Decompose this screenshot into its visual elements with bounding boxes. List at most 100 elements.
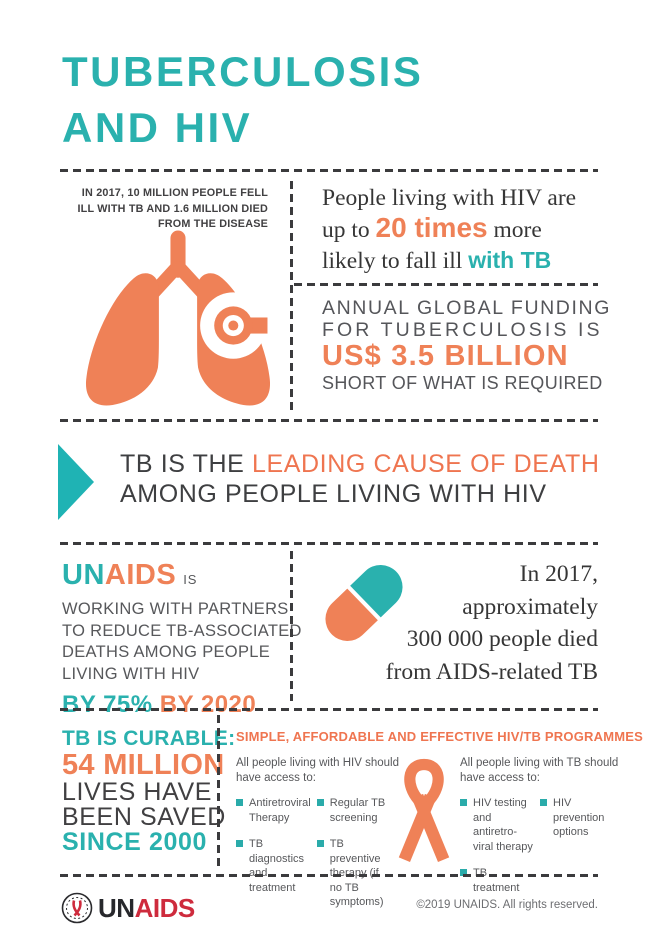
deaths-line: 300 000 people died bbox=[406, 626, 598, 652]
item-label: TB treatment bbox=[473, 867, 520, 894]
list-item: Regular TB screening bbox=[316, 796, 388, 825]
dashed-divider bbox=[290, 181, 293, 413]
brand-un: UN bbox=[62, 559, 105, 591]
funding-statement: ANNUAL GLOBAL FUNDING FOR TUBERCULOSIS I… bbox=[322, 297, 611, 394]
arrow-right-icon bbox=[58, 444, 94, 520]
goal-line: TO REDUCE TB-ASSOCIATED bbox=[62, 621, 302, 640]
dashed-divider bbox=[60, 169, 598, 172]
square-bullet-icon bbox=[236, 840, 243, 847]
fact-text: more bbox=[487, 217, 542, 243]
aids-tb-deaths: In 2017, approximately 300 000 people di… bbox=[328, 558, 598, 688]
dashed-divider bbox=[60, 708, 598, 711]
curable-line: SINCE 2000 bbox=[62, 828, 207, 856]
with-tb-highlight: with TB bbox=[468, 247, 552, 273]
caption-line: IN 2017, 10 MILLION PEOPLE FELL bbox=[81, 187, 268, 199]
funding-line: SHORT OF WHAT IS REQUIRED bbox=[322, 373, 603, 393]
intro-line: All people living with HIV should bbox=[236, 757, 400, 769]
intro-line: have access to: bbox=[236, 772, 316, 784]
title-line-2: AND HIV bbox=[62, 104, 253, 151]
goal-line: WORKING WITH PARTNERS bbox=[62, 600, 289, 618]
funding-amount: US$ 3.5 BILLION bbox=[322, 340, 569, 372]
item-label: HIV prevention options bbox=[553, 797, 605, 838]
funding-line: FOR TUBERCULOSIS IS bbox=[322, 319, 603, 341]
headline-highlight: LEADING CAUSE OF DEATH bbox=[251, 450, 600, 478]
unaids-brand: UNAIDS IS bbox=[62, 560, 302, 595]
curable-highlight: 54 MILLION bbox=[62, 749, 225, 781]
copyright-text: ©2019 UNAIDS. All rights reserved. bbox=[416, 899, 598, 911]
deaths-line: approximately bbox=[462, 593, 598, 620]
unaids-wordmark: UNAIDS bbox=[98, 893, 195, 924]
item-label: TB diagnostics and treatment bbox=[249, 838, 305, 894]
dashed-divider bbox=[60, 874, 598, 877]
target-percent: BY 75% bbox=[62, 691, 153, 718]
funding-line: ANNUAL GLOBAL FUNDING bbox=[322, 297, 611, 319]
headline-text: TB IS THE bbox=[120, 450, 252, 478]
item-label: HIV testing and antiretro-viral therapy bbox=[473, 797, 533, 853]
square-bullet-icon bbox=[236, 799, 243, 806]
square-bullet-icon bbox=[540, 799, 547, 806]
brand-suffix: IS bbox=[183, 572, 198, 587]
curable-line: BEEN SAVED bbox=[62, 803, 226, 831]
dashed-divider bbox=[290, 551, 293, 701]
deaths-line: In 2017, bbox=[519, 561, 598, 587]
fact-line-1: People living with HIV are bbox=[322, 185, 577, 211]
fact-text: up to bbox=[322, 217, 376, 243]
curable-line: TB IS CURABLE: bbox=[62, 727, 236, 750]
title-line-1: TUBERCULOSIS bbox=[62, 48, 424, 95]
tb-stats-caption: IN 2017, 10 MILLION PEOPLE FELL ILL WITH… bbox=[48, 186, 268, 233]
awareness-ribbon-icon bbox=[396, 752, 452, 922]
times-highlight: 20 times bbox=[375, 212, 488, 243]
lungs-icon bbox=[62, 228, 294, 419]
item-label: Antiretroviral Therapy bbox=[249, 797, 311, 824]
square-bullet-icon bbox=[316, 840, 324, 847]
target-year: BY 2020 bbox=[152, 691, 257, 718]
goal-line: LIVING WITH HIV bbox=[62, 664, 200, 683]
wordmark-aids: AIDS bbox=[134, 892, 196, 923]
item-label: Regular TB screening bbox=[329, 797, 386, 824]
square-bullet-icon bbox=[316, 799, 324, 806]
list-item: HIV prevention options bbox=[540, 796, 604, 840]
goal-line: DEATHS AMONG PEOPLE bbox=[62, 643, 271, 661]
wordmark-un: UN bbox=[98, 892, 135, 923]
list-item: HIV testing and antiretro-viral therapy bbox=[460, 796, 534, 854]
list-item: TB diagnostics and treatment bbox=[236, 837, 311, 895]
list-item: TB treatment bbox=[460, 866, 534, 895]
tb-group-columns: HIV testing and antiretro-viral therapy … bbox=[460, 796, 610, 907]
unaids-goal: UNAIDS IS WORKING WITH PARTNERS TO REDUCE… bbox=[62, 560, 302, 719]
programmes-header-block: SIMPLE, AFFORDABLE AND EFFECTIVE HIV/TB … bbox=[236, 729, 643, 744]
dashed-divider bbox=[60, 419, 598, 422]
hiv-group: All people living with HIV should have a… bbox=[236, 756, 400, 922]
caption-line: FROM THE DISEASE bbox=[158, 218, 268, 230]
programmes-header: SIMPLE, AFFORDABLE AND EFFECTIVE HIV/TB … bbox=[236, 729, 643, 744]
pill-icon bbox=[314, 551, 414, 660]
fact-line-3: likely to fall ill with TB bbox=[322, 245, 602, 276]
leading-cause-headline: TB IS THE LEADING CAUSE OF DEATH AMONG P… bbox=[120, 449, 599, 509]
unaids-emblem-icon bbox=[61, 892, 93, 924]
fact-text: likely to fall ill bbox=[322, 248, 469, 274]
dashed-divider bbox=[60, 542, 598, 545]
bullet-column: HIV testing and antiretro-viral therapy … bbox=[460, 796, 534, 907]
goal-target: BY 75% BY 2020 bbox=[62, 691, 302, 719]
intro-line: have access to: bbox=[460, 772, 540, 784]
dashed-divider bbox=[217, 715, 220, 867]
hiv-group-intro: All people living with HIV should have a… bbox=[236, 756, 400, 786]
intro-line: All people living with TB should bbox=[460, 757, 619, 769]
goal-body: WORKING WITH PARTNERS TO REDUCE TB-ASSOC… bbox=[62, 599, 302, 685]
curable-line: LIVES HAVE bbox=[62, 778, 213, 806]
programmes-grid: All people living with HIV should have a… bbox=[236, 756, 618, 922]
square-bullet-icon bbox=[460, 799, 467, 806]
caption-line: ILL WITH TB AND 1.6 MILLION DIED bbox=[77, 202, 268, 215]
page-title: TUBERCULOSIS AND HIV bbox=[62, 44, 423, 156]
bullet-column: Antiretroviral Therapy TB diagnostics an… bbox=[236, 796, 311, 922]
unaids-logo: UNAIDS bbox=[60, 890, 195, 926]
hiv-risk-fact: People living with HIV are up to 20 time… bbox=[322, 183, 602, 276]
tb-group-intro: All people living with TB should have ac… bbox=[460, 756, 619, 786]
headline-line-1: TB IS THE LEADING CAUSE OF DEATH bbox=[120, 449, 599, 479]
tb-group: All people living with TB should have ac… bbox=[460, 756, 619, 922]
deaths-line: from AIDS-related TB bbox=[385, 658, 598, 685]
tb-curable: TB IS CURABLE: 54 MILLION LIVES HAVE BEE… bbox=[62, 727, 235, 855]
headline-line-2: AMONG PEOPLE LIVING WITH HIV bbox=[120, 480, 547, 508]
list-item: Antiretroviral Therapy bbox=[236, 796, 311, 825]
dashed-divider bbox=[294, 283, 598, 286]
